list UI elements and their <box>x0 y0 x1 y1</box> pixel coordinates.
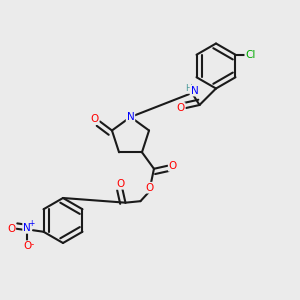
Text: O: O <box>117 179 125 189</box>
Text: O: O <box>23 241 31 251</box>
Text: O: O <box>169 161 177 171</box>
Text: +: + <box>28 219 34 228</box>
Text: H: H <box>185 84 192 93</box>
Text: Cl: Cl <box>245 50 256 60</box>
Text: -: - <box>30 241 33 249</box>
Text: N: N <box>127 112 134 122</box>
Text: N: N <box>23 223 31 233</box>
Text: O: O <box>7 224 15 234</box>
Text: O: O <box>145 183 154 193</box>
Text: O: O <box>176 103 185 113</box>
Text: O: O <box>90 114 99 124</box>
Text: N: N <box>190 85 198 96</box>
